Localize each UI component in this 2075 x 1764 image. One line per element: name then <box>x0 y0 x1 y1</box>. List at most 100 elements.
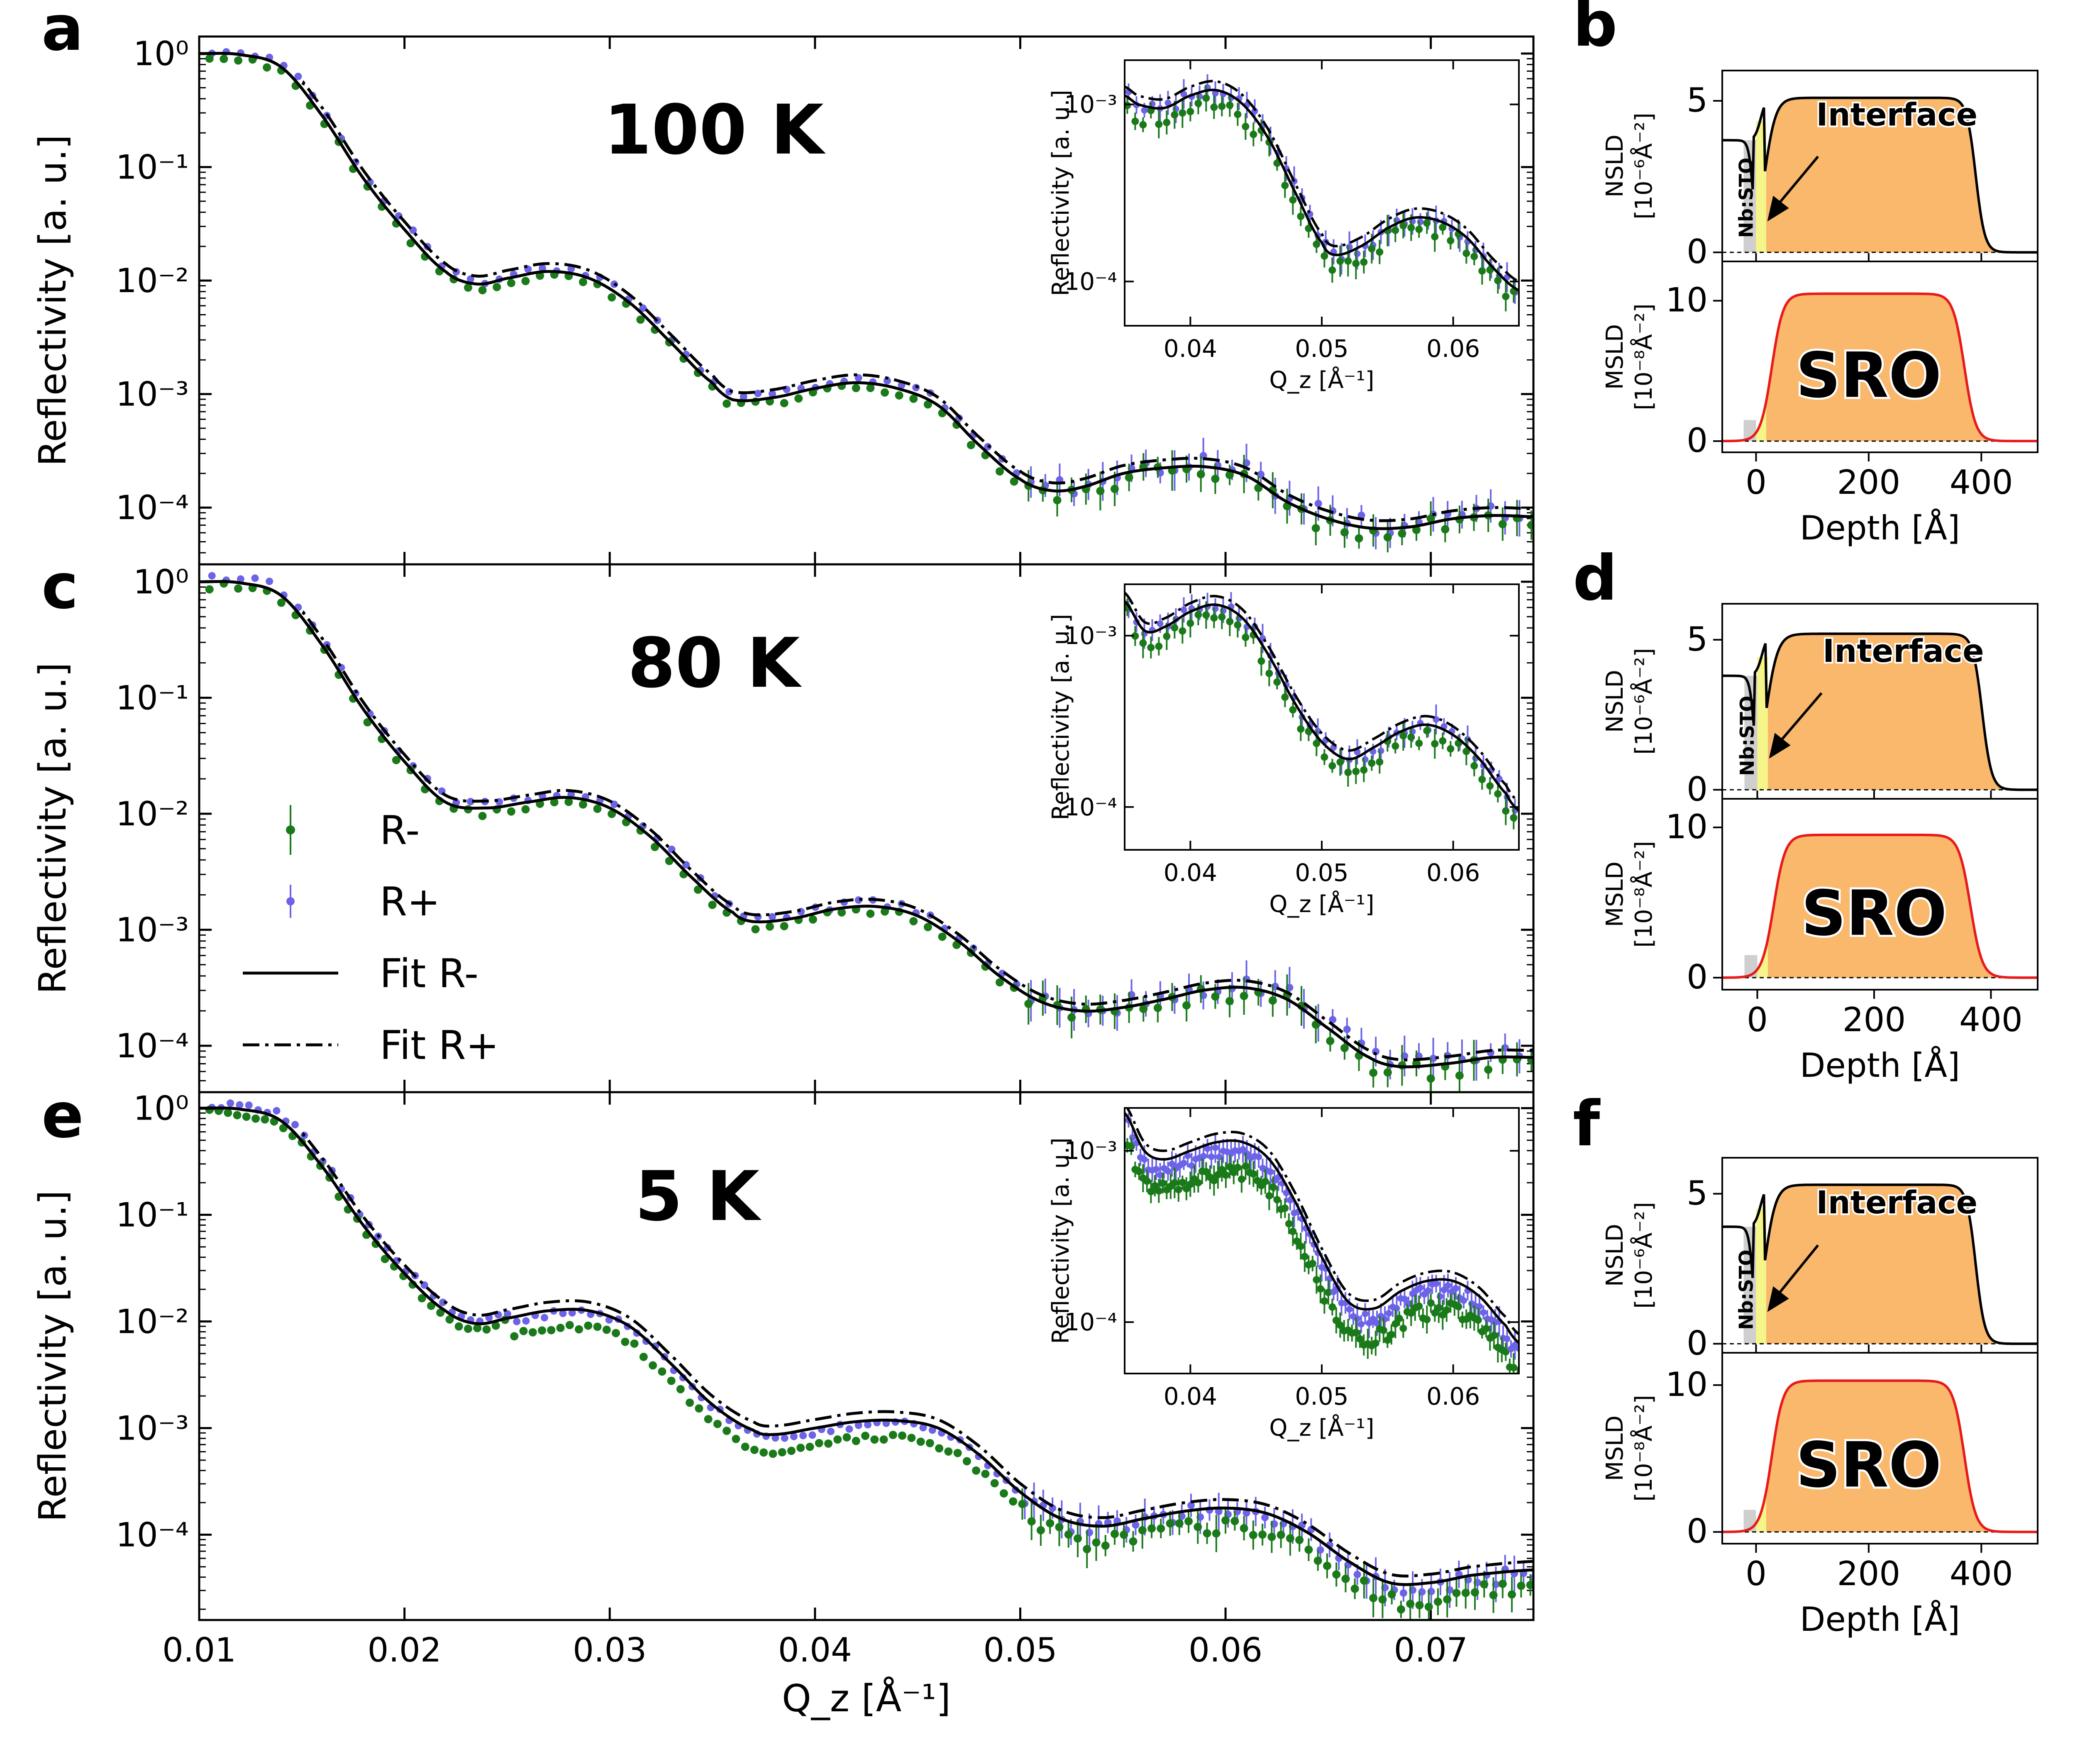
inset-r-plus-point <box>1157 620 1164 627</box>
r-plus-point <box>466 798 474 805</box>
inset-r-minus-point <box>1439 737 1447 745</box>
x-tick-label: 0.02 <box>368 1631 442 1669</box>
inset-y-tick-label: 10⁻³ <box>1064 90 1117 119</box>
inset-r-plus-point <box>1157 1171 1164 1178</box>
depth-tick-label: 200 <box>1837 463 1901 502</box>
nsld-axis-label: NSLD <box>1601 134 1628 198</box>
r-plus-point <box>781 1434 788 1442</box>
r-plus-point <box>1343 1025 1351 1033</box>
nsld-y-tick-label: 0 <box>1687 770 1708 808</box>
r-minus-point <box>1024 1000 1033 1008</box>
inset-r-minus-point <box>1447 745 1455 753</box>
inset-r-plus-point <box>1496 775 1503 782</box>
r-minus-point <box>1175 1519 1184 1528</box>
legend-label: Fit R- <box>380 951 478 997</box>
r-plus-point <box>1314 500 1322 507</box>
r-plus-point <box>522 1317 530 1325</box>
r-minus-point <box>464 283 472 292</box>
inset-r-minus-point <box>1360 766 1368 774</box>
r-plus-point <box>245 1101 253 1109</box>
r-minus-point <box>787 1447 796 1455</box>
inset-r-plus-point <box>1437 1293 1443 1300</box>
inset-y-axis-label: Reflectivity [a. u.] <box>1047 90 1074 296</box>
y-tick-label: 10⁰ <box>133 34 189 73</box>
r-minus-point <box>521 277 530 285</box>
r-minus-point <box>780 922 788 930</box>
inset-r-minus-point <box>1482 1325 1490 1332</box>
r-minus-point <box>1360 1576 1368 1585</box>
panel-letter-c: c <box>42 551 78 623</box>
r-minus-point <box>1254 483 1263 492</box>
inset-y-tick-label: 10⁻⁴ <box>1064 793 1117 821</box>
r-plus-point <box>1399 1589 1407 1597</box>
r-plus-point <box>768 913 776 921</box>
y-tick-label: 10⁻⁴ <box>116 488 189 527</box>
msld-interface-region <box>1756 1491 1766 1532</box>
r-minus-point <box>1443 1595 1452 1604</box>
inset-r-plus-point <box>1393 1305 1400 1312</box>
r-minus-point <box>1498 1579 1507 1588</box>
r-minus-point <box>750 1445 759 1454</box>
depth-tick-label: 0 <box>1747 1000 1768 1039</box>
r-minus-point <box>1311 524 1320 532</box>
inset-y-tick-label: 10⁻⁴ <box>1064 1308 1117 1336</box>
inset-r-minus-point <box>1171 111 1179 119</box>
interface-arrow <box>1772 1244 1819 1302</box>
r-minus-point <box>636 315 645 324</box>
r-minus-point <box>251 1114 260 1123</box>
r-minus-point <box>220 54 228 63</box>
r-minus-point <box>1046 1519 1055 1527</box>
interface-arrow-head <box>1767 195 1789 222</box>
sro-label: SRO <box>1796 339 1941 412</box>
r-minus-point <box>579 800 587 809</box>
r-minus-point <box>713 1420 722 1428</box>
inset-fit-r-minus-line <box>1125 1112 1519 1344</box>
inset-r-plus-point <box>1425 1287 1432 1294</box>
r-plus-point <box>854 1421 862 1429</box>
msld-y-tick-label: 0 <box>1687 421 1708 460</box>
inset-r-plus-point <box>1204 1145 1211 1152</box>
inset-r-minus-point <box>1336 257 1344 265</box>
r-minus-point <box>938 932 947 941</box>
inset-r-minus-point <box>1125 102 1131 110</box>
r-minus-point <box>261 1115 269 1124</box>
r-minus-point <box>608 293 616 302</box>
inset-r-minus-point <box>1131 117 1139 125</box>
inset-x-tick-label: 0.06 <box>1426 859 1480 887</box>
inset-r-minus-point <box>1163 632 1171 640</box>
r-minus-point <box>1053 496 1062 505</box>
r-minus-point <box>1480 1580 1489 1588</box>
r-plus-point <box>754 390 762 398</box>
r-minus-point <box>923 923 932 932</box>
r-minus-point <box>1527 521 1533 529</box>
inset-r-plus-point <box>1164 99 1172 106</box>
inset-r-minus-point <box>1313 240 1321 248</box>
r-plus-point <box>559 1310 567 1318</box>
inset-r-minus-point <box>1470 762 1478 770</box>
inset-y-tick-label: 10⁻³ <box>1064 1137 1117 1165</box>
r-minus-point <box>1258 1530 1267 1539</box>
depth-axis-label: Depth [Å] <box>1800 1046 1960 1085</box>
nsld-y-tick-label: 0 <box>1687 1324 1708 1362</box>
inset-r-minus-point <box>1344 257 1352 265</box>
r-minus-point <box>1166 1519 1174 1528</box>
msld-curve <box>1722 292 2038 442</box>
y-tick-label: 10⁰ <box>133 1089 189 1128</box>
depth-axis-label: Depth [Å] <box>1800 1600 1960 1639</box>
inset-x-axis-label: Q_z [Å⁻¹] <box>1269 891 1374 918</box>
r-minus-point <box>1526 1581 1533 1589</box>
r-minus-point <box>1378 1595 1387 1604</box>
inset-r-minus-point <box>1490 1332 1498 1339</box>
r-minus-point <box>766 922 774 931</box>
inset-r-minus-point <box>1269 1183 1277 1191</box>
r-minus-point <box>778 1448 786 1457</box>
y-tick-label: 10⁻² <box>116 795 189 833</box>
inset-data-points <box>1125 1108 1521 1384</box>
r-plus-point <box>1132 1521 1140 1529</box>
y-tick-label: 10⁻³ <box>116 911 189 949</box>
r-minus-point <box>547 1326 556 1335</box>
r-minus-point <box>205 585 214 594</box>
msld-plot <box>1722 292 2038 442</box>
inset-r-minus-point <box>1514 1376 1521 1384</box>
r-minus-point <box>584 1321 593 1330</box>
